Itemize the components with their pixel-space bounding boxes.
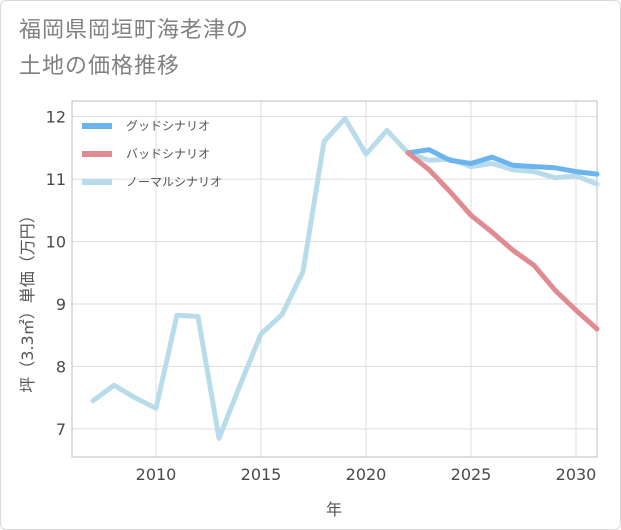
x-tick-label: 2030 xyxy=(556,465,597,484)
legend-label-1: グッドシナリオ xyxy=(126,119,210,133)
x-tick-label: 2020 xyxy=(346,465,387,484)
legend-label-3: ノーマルシナリオ xyxy=(126,175,222,189)
chart-title-line-2: 土地の価格推移 xyxy=(19,54,181,79)
chart-title: 福岡県岡垣町海老津の 土地の価格推移 xyxy=(19,13,579,85)
series-layer xyxy=(90,116,600,441)
y-axis-ticks: 7 8 9 10 11 12 xyxy=(46,108,66,439)
series-line-3 xyxy=(90,116,600,441)
chart-title-line-1: 福岡県岡垣町海老津の xyxy=(19,18,250,43)
x-tick-label: 2010 xyxy=(136,465,177,484)
plot-area-frame xyxy=(71,100,598,458)
y-tick-label: 9 xyxy=(56,295,66,314)
legend-label-2: バッドシナリオ xyxy=(126,147,210,161)
y-tick-label: 10 xyxy=(46,233,66,252)
x-tick-label: 2025 xyxy=(451,465,492,484)
y-tick-label: 11 xyxy=(46,170,66,189)
x-axis-ticks: 2010 2015 2020 2025 2030 xyxy=(136,465,597,484)
y-tick-label: 12 xyxy=(46,108,66,127)
x-tick-label: 2015 xyxy=(241,465,282,484)
series-line-1 xyxy=(405,147,600,177)
y-tick-label: 8 xyxy=(56,357,66,376)
y-axis-title: 坪（3.3㎡）単価（万円） xyxy=(18,207,37,392)
x-axis-title: 年 xyxy=(326,500,342,519)
series-line-2 xyxy=(405,150,600,332)
y-tick-label: 7 xyxy=(56,420,66,439)
